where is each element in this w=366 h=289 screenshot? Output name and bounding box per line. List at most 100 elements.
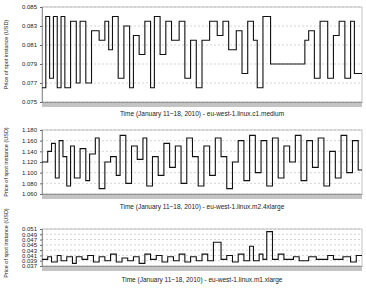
- y-tick-mark: [40, 255, 42, 256]
- y-tick-label: 0.075: [22, 99, 38, 105]
- y-tick-mark: [40, 151, 42, 152]
- y-tick: 0.085: [22, 4, 42, 10]
- grid-line: [42, 130, 362, 131]
- y-tick-label: 0.079: [22, 61, 38, 67]
- y-tick-mark: [40, 250, 42, 251]
- y-tick: 0.081: [22, 42, 42, 48]
- x-axis-line: [43, 194, 363, 195]
- plot-frame: [42, 130, 362, 194]
- grid-line: [42, 244, 362, 245]
- plot-frame: [42, 229, 362, 266]
- y-tick-label: 1.120: [22, 159, 38, 165]
- y-axis: 0.075 0.077 0.079 0.081 0.083 0.085: [22, 4, 43, 105]
- y-tick-mark: [40, 64, 42, 65]
- y-tick: 0.043: [22, 248, 42, 254]
- x-axis: [43, 194, 363, 195]
- x-axis-bar: [42, 195, 362, 199]
- y-tick-label: 1.100: [22, 170, 38, 176]
- price-line: [42, 17, 362, 88]
- y-axis-title: Price of spot instance (USD): [3, 20, 9, 90]
- chart: 1.060 1.080 1.100 1.120 1.140 1.160 1.180 Time …: [3, 127, 363, 211]
- y-tick: 0.047: [22, 237, 42, 243]
- grid-line: [42, 140, 362, 141]
- y-tick-label: 1.060: [22, 191, 38, 197]
- x-axis: [43, 266, 363, 267]
- chart: 0.0750.0770.0790.0810.0830.085Time (Janu…: [3, 4, 363, 118]
- y-tick: 1.180: [22, 127, 42, 133]
- grid: [42, 7, 362, 102]
- y-tick-mark: [40, 183, 42, 184]
- plot-marks: [42, 135, 362, 188]
- grid-line: [42, 229, 362, 230]
- y-tick-label: 1.160: [22, 138, 38, 144]
- y-tick-mark: [40, 173, 42, 174]
- y-tick-mark: [40, 130, 42, 131]
- y-axis-title: Price of spot instance (USD): [3, 208, 9, 278]
- y-tick-mark: [40, 102, 42, 103]
- y-tick-label: 0.043: [22, 248, 38, 254]
- y-tick: 0.079: [22, 61, 42, 67]
- grid-line: [42, 250, 362, 251]
- y-tick-label: 1.140: [22, 149, 38, 155]
- y-tick-mark: [40, 245, 42, 246]
- grid: [42, 229, 362, 266]
- plot-frame: [42, 7, 362, 102]
- x-axis-bar: [42, 103, 362, 107]
- plot-marks: [42, 232, 362, 264]
- grid-line: [42, 194, 362, 195]
- y-tick-mark: [40, 26, 42, 27]
- y-tick: 1.100: [22, 170, 42, 176]
- y-tick: 0.051: [22, 226, 42, 232]
- y-tick-label: 0.081: [22, 42, 38, 48]
- y-tick-mark: [40, 141, 42, 142]
- y-tick-mark: [40, 240, 42, 241]
- grid-line: [42, 239, 362, 240]
- grid-line: [42, 26, 362, 27]
- y-axis-line: [40, 230, 43, 267]
- y-tick-label: 1.080: [22, 181, 38, 187]
- grid: [42, 130, 362, 194]
- y-tick-mark: [40, 234, 42, 235]
- x-axis-title: Time (January 11~18, 2010) - eu-west-1.l…: [122, 276, 283, 284]
- price-line: [42, 135, 362, 188]
- y-tick-label: 0.049: [22, 232, 38, 238]
- y-tick-label: 0.041: [22, 253, 38, 259]
- y-tick-mark: [40, 194, 42, 195]
- x-axis-bar: [42, 267, 362, 271]
- y-tick-mark: [40, 261, 42, 262]
- grid-line: [42, 183, 362, 184]
- y-tick-mark: [40, 45, 42, 46]
- y-axis-title: Price of spot instance (USD): [3, 127, 9, 197]
- y-tick-label: 0.085: [22, 4, 38, 10]
- grid-line: [42, 234, 362, 235]
- y-axis: 0.0370.0390.0410.0430.0450.0470.0490.051: [22, 226, 43, 269]
- chart: 0.0370.0390.0410.0430.0450.0470.0490.051…: [3, 208, 363, 284]
- y-tick: 0.041: [22, 253, 42, 259]
- y-axis: 1.060 1.080 1.100 1.120 1.140 1.160 1.180: [22, 127, 43, 197]
- y-tick-mark: [40, 266, 42, 267]
- y-tick-label: 0.039: [22, 258, 38, 264]
- y-tick-label: 0.037: [22, 263, 38, 269]
- y-tick: 1.140: [22, 149, 42, 155]
- y-tick-label: 0.047: [22, 237, 38, 243]
- y-tick-mark: [40, 83, 42, 84]
- y-tick-mark: [40, 7, 42, 8]
- y-tick: 1.080: [22, 181, 42, 187]
- x-axis-title: Time (January 11~18, 2010) - eu-west-1.l…: [120, 203, 285, 211]
- plot-marks: [42, 17, 362, 88]
- grid-line: [42, 151, 362, 152]
- y-tick-label: 0.051: [22, 226, 38, 232]
- y-tick: 1.120: [22, 159, 42, 165]
- y-tick: 0.049: [22, 232, 42, 238]
- x-axis-line: [43, 102, 363, 103]
- y-tick: 1.060: [22, 191, 42, 197]
- x-axis: [43, 102, 363, 103]
- y-tick: 0.077: [22, 80, 42, 86]
- grid-line: [42, 266, 362, 267]
- y-tick: 1.160: [22, 138, 42, 144]
- y-tick-mark: [40, 229, 42, 230]
- grid-line: [42, 102, 362, 103]
- figure: 0.075 0.077 0.079 0.081 0.083 0.085 Time (Janu…: [0, 0, 366, 289]
- y-tick: 0.039: [22, 258, 42, 264]
- y-tick-label: 0.083: [22, 23, 38, 29]
